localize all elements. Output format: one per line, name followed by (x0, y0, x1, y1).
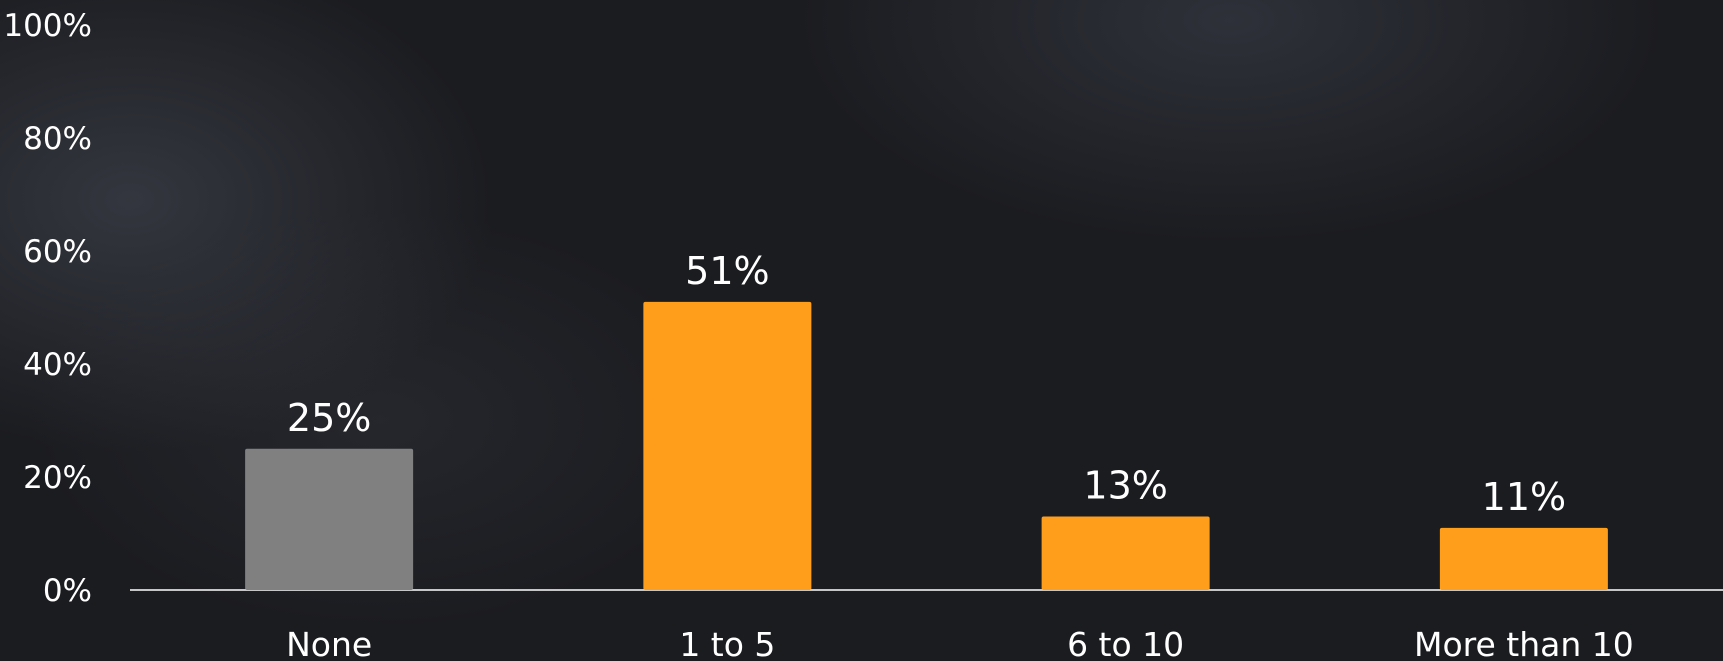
bars (245, 301, 1608, 590)
y-tick-label: 20% (23, 460, 92, 496)
x-category-label: 1 to 5 (679, 625, 775, 661)
y-axis: 0% 20% 40% 60% 80% 100% (3, 8, 92, 609)
bar-value-label: 25% (287, 396, 371, 440)
x-category-label: More than 10 (1414, 625, 1634, 661)
y-tick-label: 80% (23, 121, 92, 157)
x-category-label: 6 to 10 (1067, 625, 1184, 661)
y-tick-label: 100% (3, 8, 92, 44)
bar-value-label: 51% (685, 249, 769, 293)
bar (643, 301, 812, 590)
y-tick-label: 0% (43, 573, 92, 609)
x-category-label: None (286, 625, 372, 661)
data-labels: 25% 51% 13% 11% (287, 249, 1566, 519)
bar (1041, 516, 1210, 590)
y-tick-label: 40% (23, 347, 92, 383)
bar (245, 448, 414, 590)
bar-value-label: 11% (1482, 475, 1566, 519)
y-tick-label: 60% (23, 234, 92, 270)
bar-value-label: 13% (1083, 464, 1167, 508)
bar (1439, 527, 1608, 590)
x-axis: None 1 to 5 6 to 10 More than 10 (286, 625, 1634, 661)
